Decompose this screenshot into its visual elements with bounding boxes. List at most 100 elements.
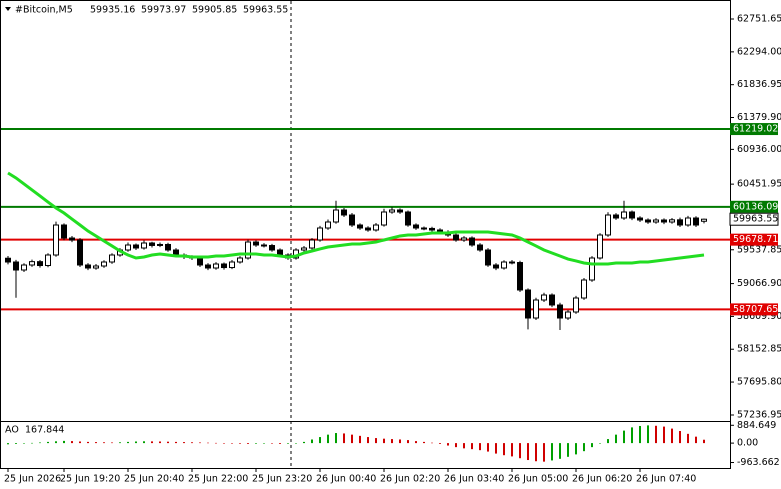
candle-body (29, 261, 35, 266)
ao-bar (135, 441, 137, 444)
candle-body (485, 249, 491, 266)
ao-tick-label: -963.662 (737, 457, 780, 468)
candle-body (509, 261, 515, 264)
candle-body (573, 297, 579, 313)
ao-bar (591, 443, 593, 448)
ao-bar (671, 428, 673, 444)
menu-triangle[interactable] (5, 7, 11, 11)
y-tick-label: 57236.95 (737, 409, 781, 420)
x-tick-label: 26 Jun 02:20 (380, 474, 440, 485)
candle-body (197, 257, 203, 266)
candle-body (405, 211, 411, 226)
ao-bar (287, 443, 289, 444)
level-label-bg (730, 303, 778, 316)
candle-body (565, 311, 571, 319)
x-tick-label: 25 Jun 23:20 (252, 474, 312, 485)
candle-body (501, 261, 507, 269)
x-tick-label: 26 Jun 07:40 (636, 474, 696, 485)
x-tick-label: 25 Jun 19:20 (60, 474, 120, 485)
candle-body (365, 227, 371, 231)
candle-body (533, 299, 539, 319)
ao-tick-label: 884.649 (737, 420, 776, 431)
ao-bar (503, 443, 505, 456)
ao-bar (399, 439, 401, 444)
candle-body (245, 241, 251, 259)
ao-bar (71, 441, 73, 444)
ao-bar (247, 443, 249, 444)
candle-body (261, 244, 267, 247)
ao-bar (63, 440, 65, 444)
candle-body (397, 209, 403, 213)
current-price-label: 59963.55 (733, 214, 778, 225)
ao-bar (679, 431, 681, 444)
ao-bar (543, 443, 545, 462)
ao-bar (215, 442, 217, 444)
ao-bar (647, 425, 649, 444)
candle-body (621, 211, 627, 219)
ao-bar (31, 442, 33, 444)
ao-bar (455, 443, 457, 448)
ao-bar (303, 441, 305, 444)
candle-body (253, 241, 259, 246)
ao-bar (207, 442, 209, 444)
candle-body (541, 294, 547, 301)
y-tick-label: 59066.90 (737, 278, 781, 289)
ao-bar (551, 443, 553, 461)
candle-body (557, 304, 563, 319)
candle-body (277, 249, 283, 256)
ao-bar (343, 433, 345, 444)
candle-body (165, 243, 171, 251)
ohlc-high: 59973.97 (141, 5, 186, 16)
ao-bar (367, 437, 369, 444)
candle-body (157, 243, 163, 246)
candle-body (517, 262, 523, 291)
ao-bar (15, 443, 17, 444)
ao-bar (239, 443, 241, 444)
y-tick-label: 61379.90 (737, 112, 781, 123)
ao-bar (335, 433, 337, 444)
candle-body (21, 264, 27, 271)
ao-name: AO (5, 425, 19, 436)
candle-body (389, 209, 395, 213)
ao-bar (39, 442, 41, 444)
candle-body (173, 249, 179, 256)
candle-body (317, 227, 323, 241)
candle-body (349, 214, 355, 226)
ao-tick-label: 0.00 (737, 438, 758, 449)
level-label-bg (730, 123, 778, 136)
candle-body (413, 224, 419, 229)
ao-bar (615, 434, 617, 444)
ao-bar (167, 441, 169, 444)
ao-bar (311, 439, 313, 444)
ao-bar (447, 443, 449, 446)
candle-body (125, 244, 131, 251)
ao-bar (431, 442, 433, 444)
candle-body (133, 244, 139, 249)
candle-body (693, 217, 699, 226)
ao-bar (47, 441, 49, 444)
x-tick-label: 26 Jun 03:40 (444, 474, 504, 485)
candle-body (221, 263, 227, 269)
ao-bar (423, 441, 425, 444)
ao-bar (79, 441, 81, 444)
candle-body (525, 289, 531, 319)
y-tick-label: 60451.95 (737, 179, 781, 190)
candle-body (301, 247, 307, 251)
ao-bar (319, 437, 321, 444)
candle-body (381, 211, 387, 226)
ao-bar (687, 433, 689, 444)
ao-bar (703, 439, 705, 444)
ao-bar (407, 440, 409, 444)
ao-bar (599, 443, 601, 444)
candle-body (661, 219, 667, 223)
candle-body (581, 279, 587, 299)
ohlc-low: 59905.85 (192, 5, 237, 16)
ao-bar (607, 439, 609, 444)
ao-bar (23, 443, 25, 444)
candle-body (213, 263, 219, 269)
candle-body (629, 211, 635, 219)
ao-bar (151, 441, 153, 444)
candle-body (13, 261, 19, 271)
ao-bar (7, 443, 9, 445)
